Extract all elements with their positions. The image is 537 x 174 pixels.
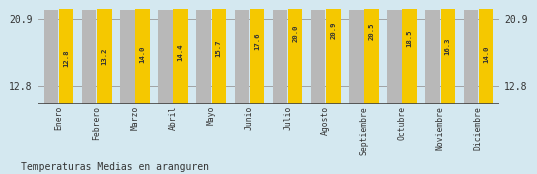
Bar	[402, 0, 417, 104]
Text: 13.2: 13.2	[101, 48, 107, 65]
Bar	[235, 10, 249, 104]
Bar	[349, 10, 364, 104]
Bar	[135, 0, 150, 104]
Text: 14.4: 14.4	[178, 44, 184, 61]
Text: 15.7: 15.7	[216, 39, 222, 57]
Bar	[212, 0, 226, 104]
Bar	[364, 0, 379, 104]
Text: 16.3: 16.3	[445, 37, 451, 55]
Bar	[59, 0, 74, 104]
Bar	[44, 10, 59, 104]
Bar	[158, 10, 173, 104]
Bar	[326, 0, 340, 104]
Text: 20.5: 20.5	[368, 23, 374, 40]
Text: 20.9: 20.9	[330, 21, 336, 39]
Bar	[197, 10, 211, 104]
Bar	[250, 0, 264, 104]
Bar	[478, 0, 493, 104]
Bar	[463, 10, 478, 104]
Bar	[273, 10, 287, 104]
Bar	[311, 10, 325, 104]
Text: Temperaturas Medias en aranguren: Temperaturas Medias en aranguren	[21, 162, 209, 172]
Text: 12.8: 12.8	[63, 49, 69, 67]
Bar	[425, 10, 440, 104]
Text: 14.0: 14.0	[140, 45, 146, 63]
Text: 17.6: 17.6	[254, 33, 260, 50]
Bar	[440, 0, 455, 104]
Text: 14.0: 14.0	[483, 45, 489, 63]
Bar	[120, 10, 135, 104]
Text: 20.0: 20.0	[292, 25, 298, 42]
Bar	[288, 0, 302, 104]
Bar	[82, 10, 97, 104]
Bar	[173, 0, 188, 104]
Bar	[97, 0, 112, 104]
Bar	[387, 10, 402, 104]
Text: 18.5: 18.5	[407, 30, 412, 47]
